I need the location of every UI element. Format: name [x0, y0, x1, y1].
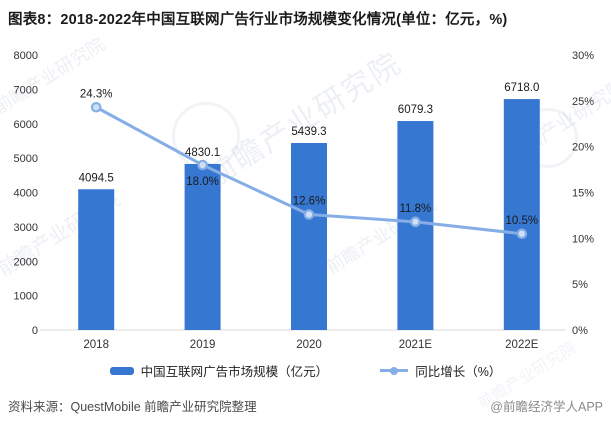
bar-value-label: 5439.3 [291, 126, 326, 138]
x-axis-label: 2019 [190, 339, 216, 351]
left-axis-tick: 3000 [14, 222, 38, 234]
line-series-swatch [380, 366, 409, 375]
left-axis-tick: 6000 [14, 119, 38, 131]
right-axis-tick: 25% [572, 96, 594, 108]
right-axis-tick: 10% [572, 233, 594, 245]
left-axis-tick: 4000 [14, 188, 38, 200]
line-point-2018 [90, 101, 102, 113]
bar-value-label: 4830.1 [185, 147, 220, 159]
line-series-dot [390, 366, 399, 375]
left-axis-tick: 2000 [14, 256, 38, 268]
bar-series-swatch [109, 366, 134, 375]
left-axis-tick: 7000 [14, 84, 38, 96]
bar-2022E [503, 99, 540, 330]
right-axis-tick: 0% [572, 325, 588, 337]
legend-label-growth: 同比增长（%） [415, 365, 502, 379]
source-note: 资料来源：QuestMobile 前瞻产业研究院整理 [8, 400, 257, 414]
legend-item-growth: 同比增长（%） [380, 361, 501, 380]
legend-item-market-size: 中国互联网广告市场规模（亿元） [109, 361, 329, 380]
growth-value-label: 24.3% [80, 88, 113, 100]
bar-2019 [184, 163, 221, 330]
bar-2018 [78, 189, 115, 330]
right-axis-tick: 30% [572, 50, 594, 62]
bar-value-label: 6079.3 [398, 104, 433, 116]
chart-legend: 中国互联网广告市场规模（亿元） 同比增长（%） [0, 361, 611, 380]
x-axis-label: 2018 [83, 339, 109, 351]
credit-note: @前瞻经济学人APP [490, 400, 603, 414]
left-axis-tick: 5000 [14, 153, 38, 165]
bar-value-label: 6718.0 [504, 82, 539, 94]
left-axis-tick: 1000 [14, 291, 38, 303]
x-axis-label: 2022E [505, 339, 539, 351]
x-axis-label: 2021E [399, 339, 433, 351]
legend-label-market-size: 中国互联网广告市场规模（亿元） [140, 365, 329, 379]
bar-2020 [291, 143, 327, 330]
right-axis-tick: 15% [572, 188, 594, 200]
bar-value-label: 4094.5 [79, 172, 114, 184]
right-axis-tick: 5% [572, 279, 588, 291]
left-axis-tick: 0 [32, 325, 38, 337]
growth-value-label: 12.6% [293, 196, 326, 208]
chart-title: 图表8：2018-2022年中国互联网广告行业市场规模变化情况(单位：亿元，%) [8, 12, 508, 28]
growth-value-label: 11.8% [400, 203, 432, 215]
right-axis-tick: 20% [572, 142, 594, 154]
x-axis-label: 2020 [296, 339, 322, 351]
line-point-2020 [303, 209, 315, 220]
left-axis-tick: 8000 [14, 50, 38, 62]
growth-value-label: 10.5% [505, 215, 538, 227]
growth-value-label: 18.0% [186, 176, 219, 188]
line-point-2021E [410, 216, 421, 228]
line-point-2019 [197, 159, 208, 171]
footer: 资料来源：QuestMobile 前瞻产业研究院整理 @前瞻经济学人APP [8, 396, 603, 415]
line-point-2022E [516, 228, 528, 240]
